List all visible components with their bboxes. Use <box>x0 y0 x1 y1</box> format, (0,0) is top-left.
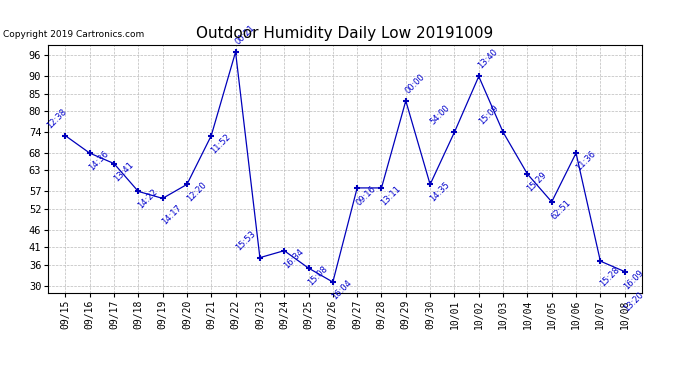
Text: Copyright 2019 Cartronics.com: Copyright 2019 Cartronics.com <box>3 30 145 39</box>
Title: Outdoor Humidity Daily Low 20191009: Outdoor Humidity Daily Low 20191009 <box>197 26 493 41</box>
Text: 15:09: 15:09 <box>477 104 500 127</box>
Text: 16:34: 16:34 <box>282 247 306 270</box>
Text: 00:00: 00:00 <box>404 72 426 95</box>
Text: 15:53: 15:53 <box>234 229 257 252</box>
Text: 14:35: 14:35 <box>428 181 451 204</box>
Text: 12:38: 12:38 <box>45 107 68 130</box>
Text: 00:21: 00:21 <box>233 23 257 46</box>
Text: 16:09: 16:09 <box>622 268 646 291</box>
Text: 11:52: 11:52 <box>209 132 233 155</box>
Text: 16:04: 16:04 <box>331 278 354 302</box>
Text: 13:41: 13:41 <box>112 160 135 183</box>
Text: 13:20: 13:20 <box>622 290 646 313</box>
Text: 09:16: 09:16 <box>355 184 378 207</box>
Text: 11:36: 11:36 <box>574 149 597 172</box>
Text: 12:20: 12:20 <box>185 181 208 204</box>
Text: 14:22: 14:22 <box>136 188 159 211</box>
Text: Humidity  (%): Humidity (%) <box>570 20 651 30</box>
Text: 14:17: 14:17 <box>160 203 184 226</box>
Text: 15:29: 15:29 <box>525 170 549 194</box>
Text: 14:36: 14:36 <box>88 149 111 172</box>
Text: 13:40: 13:40 <box>477 48 500 71</box>
Text: 13:11: 13:11 <box>380 184 402 207</box>
Text: 15:08: 15:08 <box>306 264 330 288</box>
Text: 15:28: 15:28 <box>598 266 622 289</box>
Text: 54:00: 54:00 <box>428 104 452 127</box>
Text: 62:51: 62:51 <box>549 198 573 221</box>
